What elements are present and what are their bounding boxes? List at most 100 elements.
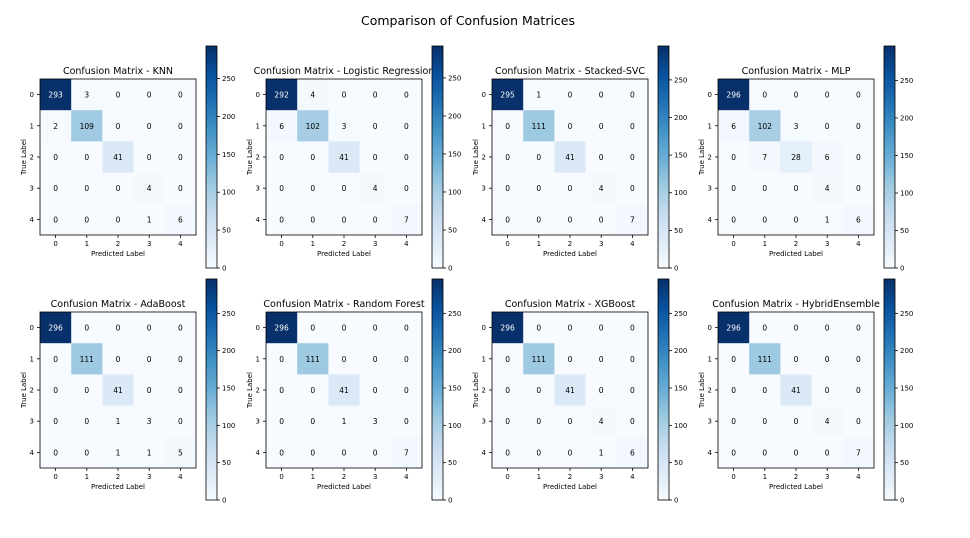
colorbar-band bbox=[658, 179, 669, 184]
cell-value: 0 bbox=[762, 215, 767, 224]
colorbar-band bbox=[432, 286, 443, 291]
colorbar-band bbox=[884, 448, 895, 453]
cell-value: 0 bbox=[505, 448, 510, 457]
colorbar-band bbox=[658, 433, 669, 438]
colorbar-tick-label: 100 bbox=[900, 190, 913, 198]
y-tick-label: 1 bbox=[256, 355, 260, 363]
colorbar-band bbox=[206, 481, 217, 486]
cell-value: 28 bbox=[791, 153, 801, 162]
colorbar-band bbox=[206, 411, 217, 416]
heatmap-cell bbox=[297, 374, 329, 406]
heatmap-cell bbox=[718, 343, 750, 375]
colorbar-band bbox=[884, 422, 895, 427]
colorbar-band bbox=[658, 474, 669, 479]
colorbar-band bbox=[432, 245, 443, 251]
heatmap-cell bbox=[811, 436, 844, 469]
heatmap-cell bbox=[842, 436, 875, 469]
x-tick-label: 2 bbox=[568, 473, 572, 481]
x-tick-label: 4 bbox=[630, 240, 635, 248]
colorbar-band bbox=[206, 49, 217, 54]
cell-value: 0 bbox=[505, 153, 510, 162]
cell-value: 0 bbox=[856, 153, 861, 162]
colorbar-band bbox=[432, 348, 443, 354]
cell-value: 0 bbox=[825, 355, 830, 364]
colorbar-band bbox=[658, 481, 669, 486]
colorbar-band bbox=[432, 389, 443, 394]
heatmap-cell bbox=[328, 172, 360, 205]
colorbar-band bbox=[206, 341, 217, 346]
colorbar-tick-label: 0 bbox=[900, 497, 904, 505]
cell-value: 0 bbox=[53, 448, 58, 457]
colorbar-band bbox=[206, 175, 217, 180]
heatmap-cell bbox=[297, 172, 329, 205]
heatmap-cell bbox=[585, 405, 618, 438]
colorbar-tick-label: 0 bbox=[448, 497, 452, 505]
colorbar-band bbox=[206, 219, 217, 225]
y-axis-label: True Label bbox=[246, 372, 254, 409]
colorbar-band bbox=[432, 94, 443, 99]
x-tick-label: 1 bbox=[537, 473, 541, 481]
cell-value: 0 bbox=[279, 417, 284, 426]
cell-value: 0 bbox=[310, 417, 315, 426]
heatmap-cell bbox=[266, 203, 298, 236]
cell-value: 0 bbox=[116, 91, 121, 100]
colorbar-band bbox=[432, 60, 443, 66]
colorbar-band bbox=[432, 407, 443, 413]
cell-value: 0 bbox=[630, 184, 635, 193]
heatmap-cell bbox=[297, 203, 329, 236]
colorbar-band bbox=[206, 231, 217, 236]
colorbar-band bbox=[206, 186, 217, 191]
colorbar-band bbox=[884, 71, 895, 77]
panel-title: Confusion Matrix - Logistic Regression bbox=[254, 66, 435, 77]
colorbar-tick-label: 100 bbox=[674, 189, 687, 197]
cell-value: 0 bbox=[505, 215, 510, 224]
colorbar-tick-label: 0 bbox=[674, 265, 678, 273]
colorbar-band bbox=[884, 49, 895, 54]
colorbar-tick-label: 150 bbox=[900, 385, 913, 393]
colorbar-band bbox=[432, 242, 443, 247]
colorbar-band bbox=[884, 290, 895, 295]
y-tick-label: 2 bbox=[256, 387, 260, 395]
cell-value: 41 bbox=[565, 153, 575, 162]
panel-title: Confusion Matrix - KNN bbox=[63, 66, 173, 77]
cell-value: 0 bbox=[310, 324, 315, 333]
colorbar-band bbox=[658, 459, 669, 464]
cell-value: 0 bbox=[404, 386, 409, 395]
colorbar-band bbox=[206, 330, 217, 335]
colorbar-tick-label: 250 bbox=[448, 310, 461, 318]
cell-value: 0 bbox=[630, 122, 635, 131]
colorbar-frame bbox=[883, 278, 896, 501]
colorbar-band bbox=[658, 437, 669, 442]
colorbar-band bbox=[658, 64, 669, 69]
cell-value: 0 bbox=[53, 215, 58, 224]
heatmap-cell bbox=[266, 374, 298, 406]
x-tick-label: 2 bbox=[794, 240, 798, 248]
colorbar-band bbox=[658, 242, 669, 247]
x-tick-label: 2 bbox=[794, 473, 798, 481]
colorbar-band bbox=[432, 145, 443, 151]
colorbar-tick-label: 150 bbox=[448, 385, 461, 393]
colorbar-band bbox=[432, 194, 443, 199]
colorbar-band bbox=[432, 463, 443, 468]
cell-value: 41 bbox=[113, 153, 123, 162]
colorbar-band bbox=[884, 319, 895, 324]
cell-value: 109 bbox=[80, 122, 95, 131]
heatmap-cell bbox=[328, 79, 360, 111]
colorbar-band bbox=[432, 418, 443, 424]
colorbar-band bbox=[884, 256, 895, 262]
colorbar-tick-label: 0 bbox=[222, 497, 226, 505]
colorbar-band bbox=[206, 422, 217, 427]
heatmap-cell bbox=[390, 79, 423, 111]
cell-value: 0 bbox=[116, 215, 121, 224]
colorbar-band bbox=[884, 234, 895, 239]
colorbar-tick-label: 150 bbox=[900, 152, 913, 160]
heatmap-cell bbox=[390, 312, 423, 344]
heatmap-cell bbox=[390, 436, 423, 469]
heatmap-cell bbox=[718, 79, 750, 111]
colorbar-band bbox=[206, 134, 217, 140]
colorbar-band bbox=[206, 190, 217, 195]
colorbar-band bbox=[658, 90, 669, 95]
colorbar-band bbox=[206, 367, 217, 372]
heatmap-cell bbox=[616, 141, 649, 173]
